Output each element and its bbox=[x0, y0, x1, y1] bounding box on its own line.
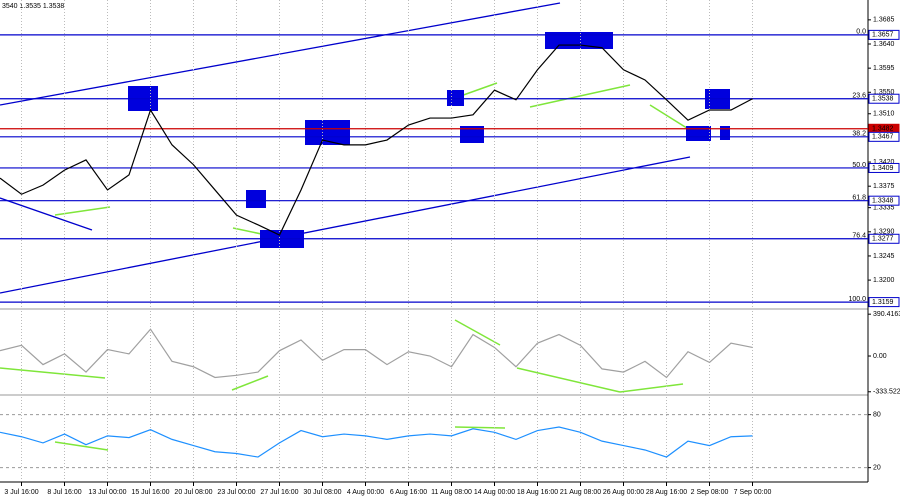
y-tick-label: -333.522 bbox=[873, 389, 900, 396]
y-tick-label: 1.3510 bbox=[873, 111, 895, 118]
y-tick-label: 1.3335 bbox=[873, 205, 895, 212]
level-label-box bbox=[868, 233, 900, 244]
level-label-box bbox=[868, 131, 900, 142]
fib-label: 76.4 bbox=[852, 233, 866, 240]
y-tick-label: 1.3200 bbox=[873, 277, 895, 284]
price-line bbox=[0, 426, 753, 458]
level-label: 1.3482 bbox=[872, 126, 894, 133]
zone-box bbox=[720, 126, 730, 140]
y-tick-label: 1.3375 bbox=[873, 183, 895, 190]
zone-box bbox=[447, 90, 464, 106]
divergence-line bbox=[516, 367, 621, 393]
x-tick-label: 15 Jul 16:00 bbox=[131, 489, 169, 496]
level-label: 1.3277 bbox=[872, 236, 894, 243]
divergence-line bbox=[454, 319, 501, 346]
fib-label: 0.0 bbox=[856, 29, 866, 36]
y-tick-label: 390.4163 bbox=[873, 311, 900, 318]
divergence-line bbox=[0, 367, 106, 379]
x-tick-label: 7 Sep 00:00 bbox=[734, 489, 772, 496]
channel-line bbox=[0, 156, 691, 294]
level-label-box bbox=[868, 93, 900, 104]
x-tick-label: 28 Aug 16:00 bbox=[646, 489, 687, 496]
y-tick-label: 20 bbox=[873, 464, 881, 471]
fib-label: 100.0 bbox=[848, 296, 866, 303]
zone-box bbox=[460, 126, 484, 143]
fib-label: 23.6 bbox=[852, 93, 866, 100]
level-label: 1.3159 bbox=[872, 299, 894, 306]
level-label-box bbox=[868, 162, 900, 173]
x-tick-label: 27 Jul 16:00 bbox=[260, 489, 298, 496]
y-tick-label: 1.3640 bbox=[873, 41, 895, 48]
y-tick-label: 1.3245 bbox=[873, 253, 895, 260]
divergence-line bbox=[54, 441, 109, 451]
level-label: 1.3409 bbox=[872, 165, 894, 172]
y-tick-label: 1.3290 bbox=[873, 229, 895, 236]
level-label-box bbox=[868, 195, 900, 206]
price-line bbox=[0, 44, 753, 236]
level-label-box bbox=[868, 29, 900, 40]
x-tick-label: 4 Aug 00:00 bbox=[347, 489, 384, 496]
x-tick-label: 3 Jul 16:00 bbox=[4, 489, 38, 496]
level-label: 1.3657 bbox=[872, 32, 894, 39]
x-tick-label: 6 Aug 16:00 bbox=[390, 489, 427, 496]
x-tick-label: 11 Aug 08:00 bbox=[431, 489, 472, 496]
chart-title: 3540 1.3535 1.3538 bbox=[2, 3, 64, 10]
level-label: 1.3538 bbox=[872, 96, 894, 103]
x-tick-label: 21 Aug 08:00 bbox=[560, 489, 601, 496]
x-tick-label: 14 Aug 00:00 bbox=[474, 489, 515, 496]
y-tick-label: 1.3685 bbox=[873, 17, 895, 24]
x-tick-label: 30 Jul 08:00 bbox=[303, 489, 341, 496]
level-label: 1.3467 bbox=[872, 134, 894, 141]
y-tick-label: 80 bbox=[873, 412, 881, 419]
level-label-box bbox=[868, 297, 900, 308]
fib-label: 61.8 bbox=[852, 195, 866, 202]
divergence-line bbox=[231, 375, 269, 391]
y-tick-label: 1.3550 bbox=[873, 89, 895, 96]
x-tick-label: 2 Sep 08:00 bbox=[691, 489, 729, 496]
divergence-line bbox=[454, 426, 506, 429]
x-tick-label: 20 Jul 08:00 bbox=[174, 489, 212, 496]
x-tick-label: 13 Jul 00:00 bbox=[88, 489, 126, 496]
y-tick-label: 0.00 bbox=[873, 353, 887, 360]
divergence-line bbox=[619, 383, 684, 393]
price-line bbox=[0, 328, 753, 379]
y-tick-label: 1.3595 bbox=[873, 65, 895, 72]
x-tick-label: 26 Aug 00:00 bbox=[603, 489, 644, 496]
x-tick-label: 18 Aug 16:00 bbox=[517, 489, 558, 496]
x-tick-label: 8 Jul 16:00 bbox=[47, 489, 81, 496]
level-label: 1.3348 bbox=[872, 198, 894, 205]
fib-label: 50.0 bbox=[852, 162, 866, 169]
y-tick-label: 1.3420 bbox=[873, 159, 895, 166]
x-tick-label: 23 Jul 00:00 bbox=[217, 489, 255, 496]
fib-label: 38.2 bbox=[852, 131, 866, 138]
zone-box bbox=[246, 190, 266, 208]
trend-line bbox=[0, 197, 93, 231]
divergence-line bbox=[649, 104, 691, 131]
